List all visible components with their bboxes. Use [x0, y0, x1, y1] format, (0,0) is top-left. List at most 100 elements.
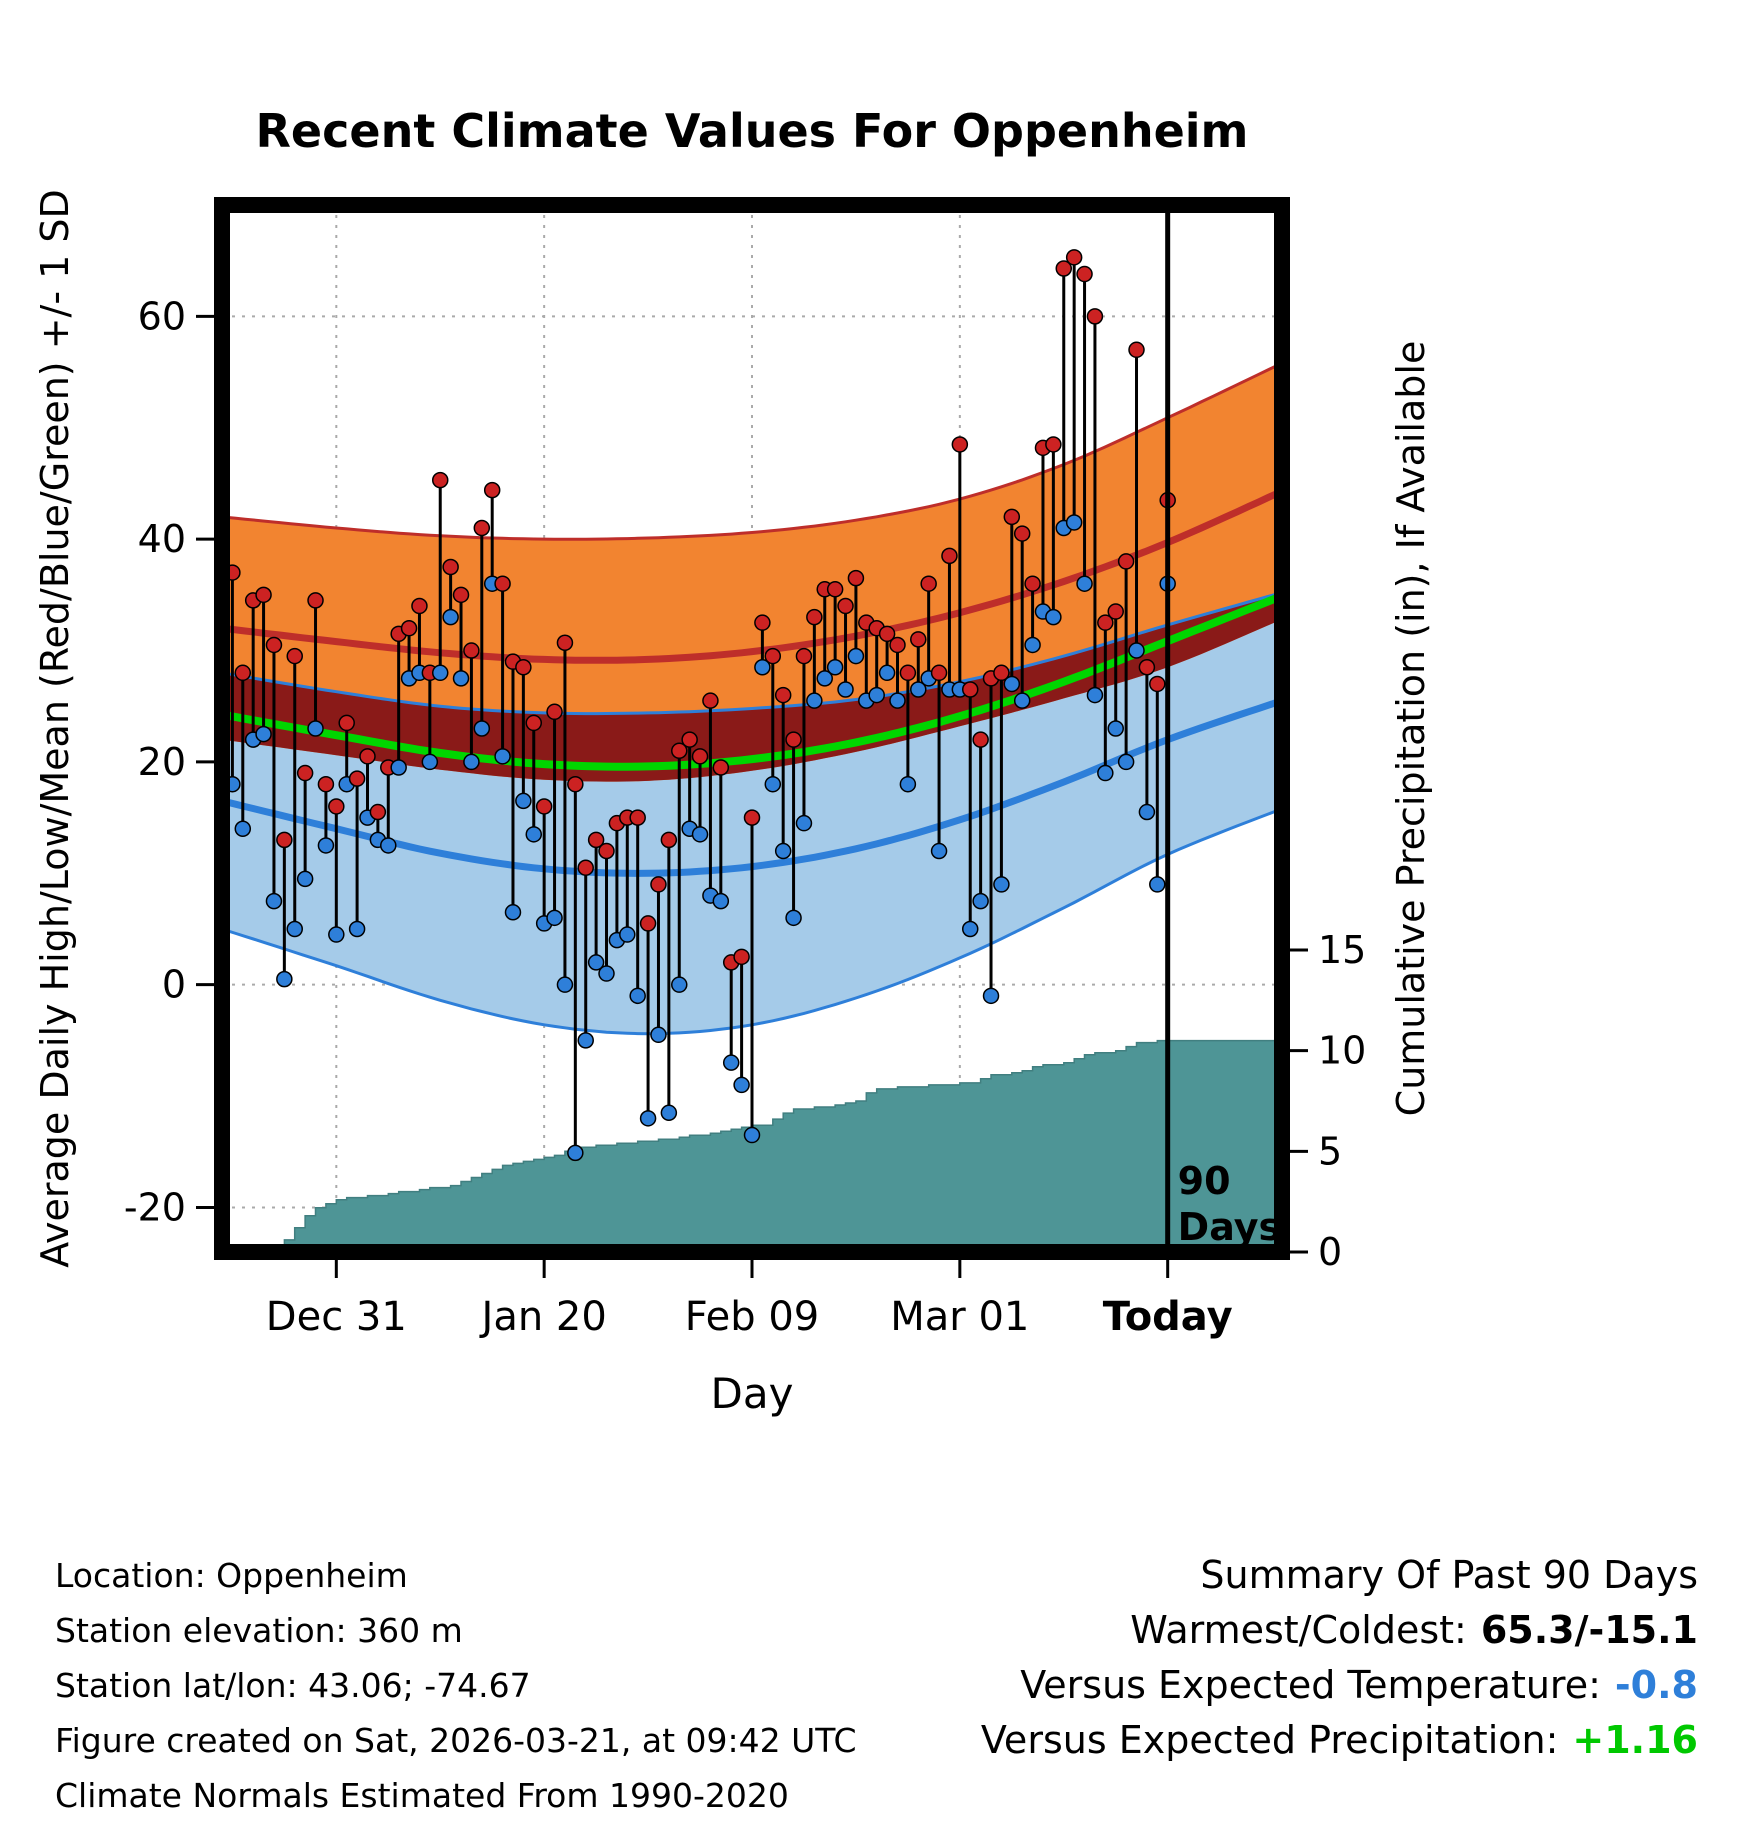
low-dot	[639, 1110, 657, 1127]
low-dot	[806, 692, 823, 709]
high-dot	[265, 636, 283, 654]
high-dot	[1097, 614, 1114, 631]
low-dot	[296, 870, 314, 888]
low-dot	[722, 1054, 740, 1071]
warmest-label: Warmest/Coldest:	[1130, 1608, 1467, 1652]
low-dot	[1003, 675, 1021, 693]
low-dot	[317, 837, 335, 854]
low-dot	[733, 1076, 750, 1094]
low-dot	[1097, 764, 1114, 782]
low-dot	[567, 1144, 584, 1162]
right-axis-label: Cumulative Precipitation (in), If Availa…	[1389, 341, 1433, 1117]
low-dot	[837, 681, 854, 698]
x-tick-label: Dec 31	[266, 1294, 407, 1340]
chart-title: Recent Climate Values For Oppenheim	[255, 104, 1249, 158]
low-dot	[463, 753, 480, 771]
low-dot	[265, 892, 283, 910]
daily-observations	[224, 249, 1176, 1162]
high-dot	[483, 481, 501, 499]
low-dot	[556, 976, 574, 993]
low-dot	[795, 814, 813, 832]
low-dot	[255, 725, 272, 743]
high-dot	[1003, 508, 1021, 526]
high-dot	[307, 592, 324, 609]
summary-temp-line: Versus Expected Temperature: -0.8	[981, 1658, 1698, 1713]
high-dot	[1045, 436, 1062, 453]
high-dot	[1055, 260, 1073, 277]
high-dot	[431, 471, 449, 489]
low-dot	[286, 920, 303, 938]
axes: -20 0 20 40 60 0 5 10 15 Dec 31 Jan 20 Feb 09 Mar 01…	[33, 189, 1433, 1418]
high-dot	[535, 798, 553, 815]
high-dot	[348, 770, 366, 787]
low-dot	[1065, 514, 1083, 531]
high-dot	[639, 915, 657, 932]
high-dot	[951, 436, 969, 453]
high-dot	[1024, 575, 1041, 592]
low-dot	[504, 904, 522, 921]
high-dot	[556, 634, 574, 651]
high-dot	[806, 608, 823, 626]
low-dot	[473, 720, 491, 737]
high-dot	[899, 664, 917, 682]
high-dot	[328, 798, 345, 815]
low-dot	[421, 753, 439, 771]
low-dot	[1045, 608, 1062, 626]
normals-note: Climate Normals Estimated From 1990-2020	[55, 1776, 789, 1815]
high-dot	[889, 636, 906, 654]
low-dot	[442, 608, 459, 626]
low-dot	[629, 987, 646, 1005]
low-dot	[961, 920, 979, 938]
low-dot	[515, 792, 532, 810]
high-dot	[442, 558, 459, 576]
high-dot	[878, 625, 896, 643]
high-dot	[494, 575, 511, 592]
high-dot	[1013, 525, 1031, 542]
high-dot	[525, 714, 543, 732]
low-dot	[587, 954, 605, 971]
low-dot	[910, 681, 927, 698]
vs-precip-label: Versus Expected Precipitation:	[980, 1718, 1559, 1762]
low-dot	[671, 976, 688, 993]
right-tick-label: 5	[1318, 1129, 1342, 1173]
low-dot	[1128, 642, 1145, 659]
high-dot	[691, 748, 709, 765]
high-dot	[411, 597, 428, 615]
low-dot	[1086, 686, 1104, 704]
x-tick-label: Feb 09	[685, 1294, 819, 1340]
low-dot	[1117, 753, 1135, 771]
high-dot	[993, 664, 1010, 682]
right-tick-label: 15	[1318, 928, 1366, 972]
low-dot	[754, 658, 771, 676]
high-dot	[296, 764, 314, 782]
low-dot	[972, 892, 989, 910]
high-dot	[359, 748, 376, 765]
high-dot	[1117, 553, 1135, 570]
summary-panel: Summary Of Past 90 Days Warmest/Coldest:…	[981, 1548, 1698, 1768]
low-dot	[785, 909, 802, 927]
low-dot	[234, 820, 252, 837]
high-dot	[920, 575, 937, 592]
low-dot	[452, 670, 470, 687]
high-dot	[930, 664, 948, 682]
low-dot	[712, 892, 730, 910]
station-location: Location: Oppenheim	[55, 1556, 408, 1595]
high-dot	[650, 876, 667, 893]
right-tick-label: 0	[1318, 1230, 1342, 1274]
summary-title: Summary Of Past 90 Days	[1200, 1553, 1698, 1597]
high-dot	[702, 692, 719, 709]
left-tick-label: 0	[162, 963, 186, 1007]
vs-precip-value: +1.16	[1572, 1718, 1698, 1762]
high-dot	[286, 647, 303, 665]
low-dot	[276, 970, 293, 988]
low-dot	[546, 909, 563, 927]
marker-label: Days	[1178, 1205, 1281, 1249]
low-dot	[691, 826, 709, 843]
station-elevation: Station elevation: 360 m	[55, 1611, 463, 1650]
high-dot	[515, 658, 532, 676]
low-dot	[899, 775, 917, 793]
high-dot	[826, 581, 844, 598]
low-dot	[650, 1026, 667, 1044]
high-dot	[1128, 341, 1145, 359]
high-dot	[400, 620, 418, 637]
